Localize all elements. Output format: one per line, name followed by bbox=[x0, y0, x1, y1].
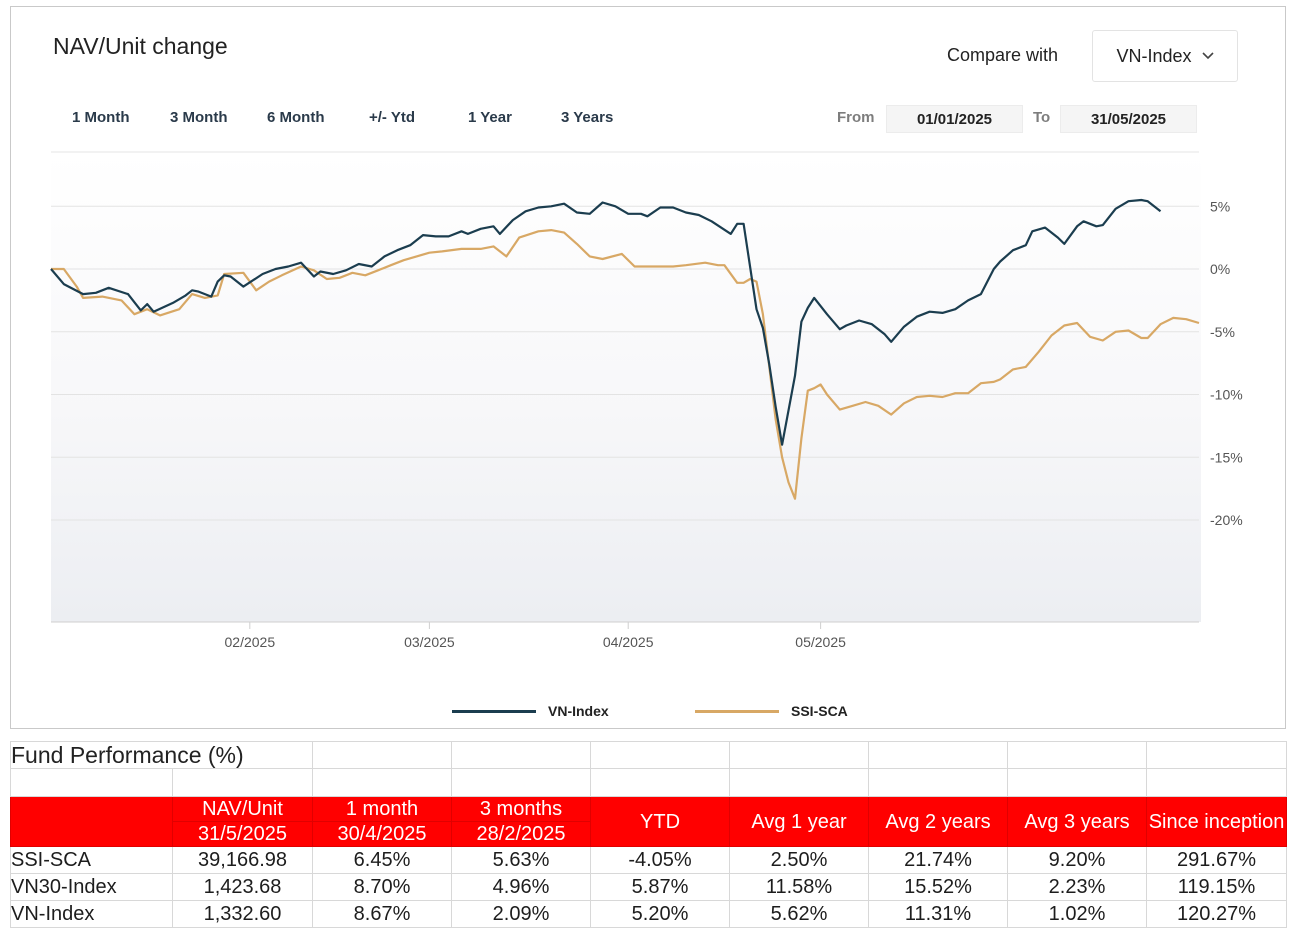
period-3-years[interactable]: 3 Years bbox=[561, 109, 614, 126]
table-row: VN30-Index 1,423.68 8.70% 4.96% 5.87% 11.58% 1… bbox=[10, 873, 1288, 901]
y-tick-label: 0% bbox=[1210, 261, 1230, 277]
legend-label-ssi-sca: SSI-SCA bbox=[791, 703, 848, 719]
table-cell: 120.27% bbox=[1146, 900, 1288, 928]
period-ytd[interactable]: +/- Ytd bbox=[369, 109, 415, 126]
table-cell: 1,423.68 bbox=[171, 873, 314, 901]
header-ytd: YTD bbox=[590, 796, 731, 847]
table-cell: 11.31% bbox=[868, 900, 1009, 928]
line-chart: 5% 0% -5% -10% -15% -20% 02/2025 03/2025 04/2025… bbox=[50, 151, 1243, 650]
compare-value: VN-Index bbox=[1116, 45, 1192, 66]
table-cell: 21.74% bbox=[868, 846, 1009, 874]
to-date-input[interactable]: 31/05/2025 bbox=[1060, 105, 1197, 133]
table-cell: 15.52% bbox=[868, 873, 1009, 901]
nav-chart-panel: NAV/Unit change Compare with VN-Index 1 … bbox=[10, 6, 1286, 729]
compare-label: Compare with bbox=[947, 45, 1059, 65]
y-tick-label: 5% bbox=[1210, 198, 1230, 214]
period-6-month[interactable]: 6 Month bbox=[267, 109, 325, 126]
header-nav-date: 31/5/2025 bbox=[171, 821, 314, 847]
x-tick-label: 03/2025 bbox=[404, 634, 455, 650]
table-cell: 5.62% bbox=[729, 900, 870, 928]
x-tick-label: 02/2025 bbox=[225, 634, 276, 650]
header-avg-1-year: Avg 1 year bbox=[729, 796, 870, 847]
legend-swatch-ssi-sca bbox=[695, 709, 779, 713]
series-line-ssi-sca bbox=[51, 229, 1200, 500]
table-row: VN-Index 1,332.60 8.67% 2.09% 5.20% 5.62% 11.3… bbox=[10, 900, 1288, 928]
table-cell: 2.50% bbox=[729, 846, 870, 874]
x-tick-label: 04/2025 bbox=[603, 634, 654, 650]
table-cell: 1.02% bbox=[1007, 900, 1148, 928]
plot-background bbox=[51, 152, 1201, 622]
legend-item-vn-index[interactable]: VN-Index bbox=[452, 703, 609, 719]
table-cell: 8.70% bbox=[312, 873, 453, 901]
period-3-month[interactable]: 3 Month bbox=[170, 109, 228, 126]
table-cell: 1,332.60 bbox=[171, 900, 314, 928]
chart-title: NAV/Unit change bbox=[53, 33, 228, 59]
y-tick-label: -5% bbox=[1210, 324, 1235, 340]
table-row: SSI-SCA 39,166.98 6.45% 5.63% -4.05% 2.50% 21.… bbox=[10, 846, 1288, 874]
compare-dropdown[interactable]: VN-Index bbox=[1092, 30, 1238, 82]
y-tick-label: -10% bbox=[1210, 387, 1243, 403]
legend-label-vn-index: VN-Index bbox=[548, 703, 609, 719]
header-1m-label: 1 month bbox=[312, 796, 453, 822]
table-cell: 291.67% bbox=[1146, 846, 1288, 874]
from-date-input[interactable]: 01/01/2025 bbox=[886, 105, 1023, 133]
table-cell: 2.23% bbox=[1007, 873, 1148, 901]
chevron-down-icon bbox=[1201, 52, 1214, 60]
table-cell: 2.09% bbox=[451, 900, 592, 928]
table-cell: 5.20% bbox=[590, 900, 731, 928]
table-cell: 5.87% bbox=[590, 873, 731, 901]
header-3m-date: 28/2/2025 bbox=[451, 821, 592, 847]
table-cell: 11.58% bbox=[729, 873, 870, 901]
period-1-month[interactable]: 1 Month bbox=[72, 109, 130, 126]
legend-item-ssi-sca[interactable]: SSI-SCA bbox=[695, 703, 848, 719]
header-1m-date: 30/4/2025 bbox=[312, 821, 453, 847]
table-cell: 39,166.98 bbox=[171, 846, 314, 874]
table-cell: 6.45% bbox=[312, 846, 453, 874]
table-cell: 8.67% bbox=[312, 900, 453, 928]
period-1-year[interactable]: 1 Year bbox=[468, 109, 512, 126]
from-label: From bbox=[837, 109, 875, 126]
table-cell: 119.15% bbox=[1146, 873, 1288, 901]
legend-swatch-vn-index bbox=[452, 709, 536, 713]
header-avg-3-years: Avg 3 years bbox=[1007, 796, 1148, 847]
fund-performance-table: Fund Performance (%) NAV/Unit 1 month 3 … bbox=[9, 741, 1288, 928]
y-tick-label: -15% bbox=[1210, 449, 1243, 465]
row-name: VN-Index bbox=[10, 900, 173, 928]
to-label: To bbox=[1033, 109, 1051, 126]
header-blank bbox=[10, 796, 173, 847]
y-tick-label: -20% bbox=[1210, 512, 1243, 528]
table-cell: 4.96% bbox=[451, 873, 592, 901]
x-tick-label: 05/2025 bbox=[795, 634, 846, 650]
header-3m-label: 3 months bbox=[451, 796, 592, 822]
header-nav-label: NAV/Unit bbox=[171, 796, 314, 822]
series-line-vn-index bbox=[50, 198, 1162, 446]
header-since-inception: Since inception bbox=[1146, 796, 1288, 847]
table-cell: -4.05% bbox=[590, 846, 731, 874]
row-name: SSI-SCA bbox=[10, 846, 173, 874]
table-title: Fund Performance (%) bbox=[9, 741, 314, 769]
row-name: VN30-Index bbox=[10, 873, 173, 901]
table-cell: 9.20% bbox=[1007, 846, 1148, 874]
table-cell: 5.63% bbox=[451, 846, 592, 874]
header-avg-2-years: Avg 2 years bbox=[868, 796, 1009, 847]
